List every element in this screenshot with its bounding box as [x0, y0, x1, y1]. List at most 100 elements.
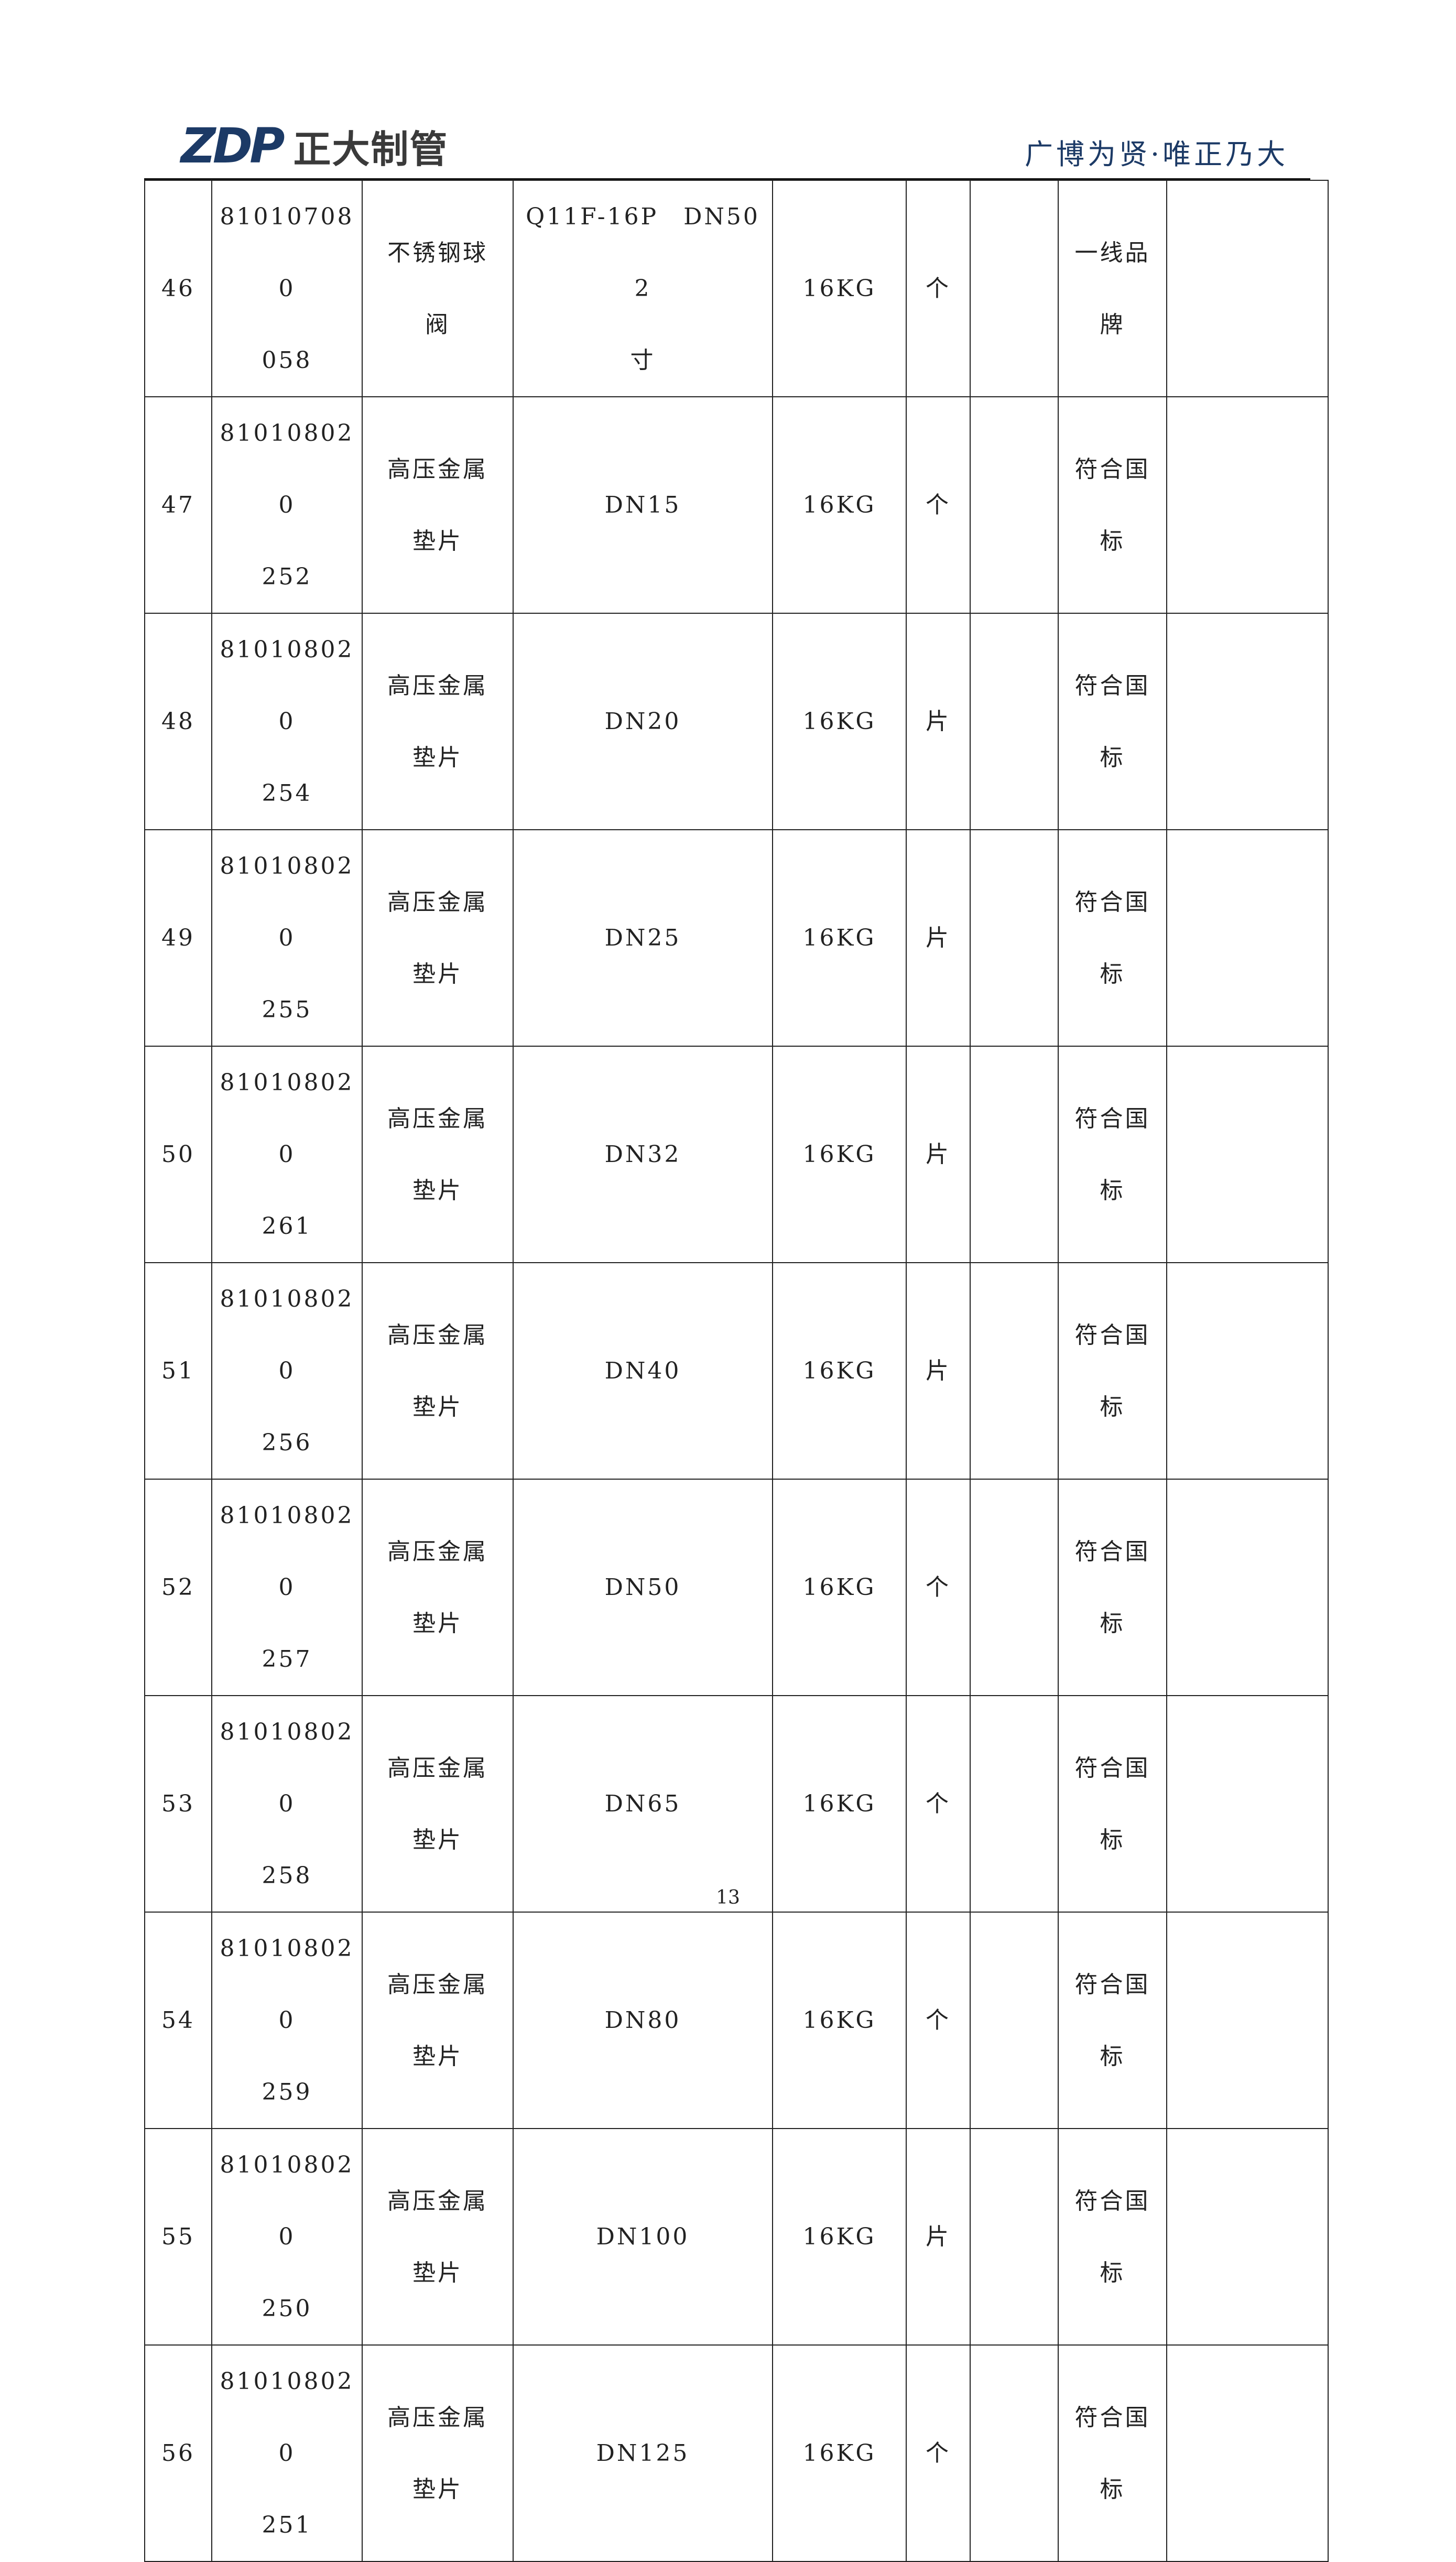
cell-code-line: 255: [262, 996, 312, 1023]
cell-spec: DN50: [513, 1479, 773, 1696]
cell-code-line: 257: [262, 1646, 312, 1673]
cell-remark-line: 标: [1100, 744, 1125, 771]
cell-remark-line: 标: [1100, 1826, 1125, 1853]
cell-remark-line: 牌: [1100, 311, 1125, 338]
cell-no: 47: [144, 396, 212, 614]
cell-code-line: 810108020: [220, 1069, 354, 1168]
cell-name-line: 高压金属: [387, 2187, 488, 2214]
cell-unit: 片: [906, 613, 971, 830]
cell-remark-line: 符合国: [1074, 1971, 1150, 1998]
cell-name-line: 高压金属: [387, 1105, 488, 1132]
cell-no: 56: [144, 2344, 212, 2562]
cell-note: [1166, 1262, 1329, 1480]
cell-name-line: 垫片: [412, 2259, 463, 2286]
cell-no: 49: [144, 829, 212, 1047]
table-row: 49 810108020 255 高压金属 垫片 DN25 16KG 片符合国标: [144, 829, 1329, 1047]
cell-qty: [970, 396, 1059, 614]
cell-note: [1166, 180, 1329, 397]
cell-no: 55: [144, 2128, 212, 2346]
cell-remark: 符合国标: [1058, 1912, 1167, 2129]
cell-name-line: 垫片: [412, 1610, 463, 1637]
logo-mark: ZDP: [181, 117, 285, 174]
cell-unit: 个: [906, 1695, 971, 1913]
cell-unit: 片: [906, 829, 971, 1047]
cell-spec: DN20: [513, 613, 773, 830]
cell-unit: 片: [906, 1046, 971, 1263]
cell-code-line: 810108020: [220, 2152, 354, 2250]
cell-name-line: 不锈钢球: [387, 239, 488, 266]
cell-no: 52: [144, 1479, 212, 1696]
cell-remark: 符合国标: [1058, 613, 1167, 830]
cell-remark: 符合国标: [1058, 396, 1167, 614]
cell-remark-line: 符合国: [1074, 2187, 1150, 2214]
cell-pressure: 16KG: [772, 1262, 907, 1480]
cell-spec: DN40: [513, 1262, 773, 1480]
cell-spec-line: DN32: [604, 1141, 681, 1168]
cell-note: [1166, 613, 1329, 830]
cell-code: 810107080 058: [211, 180, 363, 397]
cell-remark-line: 标: [1100, 527, 1125, 555]
cell-remark-line: 一线品: [1074, 239, 1150, 266]
cell-name: 不锈钢球阀: [362, 180, 514, 397]
cell-remark-line: 符合国: [1074, 888, 1150, 916]
table-row: 51 810108020 256 高压金属 垫片 DN40 16KG 片符合国标: [144, 1262, 1329, 1480]
cell-no: 48: [144, 613, 212, 830]
cell-code-line: 256: [262, 1429, 312, 1456]
cell-qty: [970, 2344, 1059, 2562]
cell-remark-line: 标: [1100, 960, 1125, 987]
cell-pressure: 16KG: [772, 2128, 907, 2346]
cell-qty: [970, 180, 1059, 397]
table-row: 46 810107080 058 不锈钢球阀 Q11F-16P DN50 2 寸 16KG 个…: [144, 180, 1329, 397]
cell-unit: 片: [906, 2128, 971, 2346]
cell-spec-line: DN20: [604, 708, 681, 735]
cell-pressure: 16KG: [772, 1046, 907, 1263]
cell-pressure: 16KG: [772, 180, 907, 397]
cell-no: 53: [144, 1695, 212, 1913]
page-number: 13: [716, 1887, 740, 1908]
cell-remark: 一线品牌: [1058, 180, 1167, 397]
cell-remark: 符合国标: [1058, 1695, 1167, 1913]
cell-pressure: 16KG: [772, 1912, 907, 2129]
cell-name-line: 垫片: [412, 1177, 463, 1204]
cell-qty: [970, 1912, 1059, 2129]
cell-code-line: 810108020: [220, 1502, 354, 1601]
cell-remark-line: 符合国: [1074, 672, 1150, 699]
cell-name-line: 高压金属: [387, 1538, 488, 1565]
cell-code: 810108020 251: [211, 2344, 363, 2562]
cell-remark-line: 符合国: [1074, 1538, 1150, 1565]
table-row: 52 810108020 257 高压金属 垫片 DN50 16KG 个符合国标: [144, 1479, 1329, 1696]
cell-unit: 个: [906, 1912, 971, 2129]
header-divider: [144, 178, 1310, 181]
cell-code-line: 251: [262, 2512, 312, 2538]
cell-qty: [970, 1262, 1059, 1480]
materials-table: 46 810107080 058 不锈钢球阀 Q11F-16P DN50 2 寸 16KG 个…: [144, 180, 1329, 2562]
cell-note: [1166, 1695, 1329, 1913]
cell-note: [1166, 2128, 1329, 2346]
cell-unit: 个: [906, 396, 971, 614]
cell-remark-line: 符合国: [1074, 1321, 1150, 1349]
cell-code-line: 250: [262, 2295, 312, 2322]
cell-spec-line: DN100: [596, 2223, 690, 2250]
cell-spec: DN15: [513, 396, 773, 614]
cell-name-line: 高压金属: [387, 455, 488, 483]
cell-code-line: 810107080: [220, 203, 354, 302]
cell-spec-line: DN15: [604, 492, 681, 518]
cell-no: 51: [144, 1262, 212, 1480]
cell-remark-line: 符合国: [1074, 2404, 1150, 2431]
cell-spec-line: Q11F-16P DN50 2: [526, 203, 760, 302]
cell-name: 高压金属 垫片: [362, 1695, 514, 1913]
cell-spec-line: DN80: [604, 2007, 681, 2034]
cell-remark-line: 符合国: [1074, 455, 1150, 483]
cell-name: 高压金属 垫片: [362, 1912, 514, 2129]
cell-note: [1166, 829, 1329, 1047]
cell-name: 高压金属 垫片: [362, 613, 514, 830]
cell-qty: [970, 829, 1059, 1047]
cell-remark-line: 标: [1100, 1610, 1125, 1637]
cell-name: 高压金属 垫片: [362, 829, 514, 1047]
cell-spec: DN65: [513, 1695, 773, 1913]
cell-code: 810108020 258: [211, 1695, 363, 1913]
cell-name: 高压金属 垫片: [362, 2344, 514, 2562]
cell-code-line: 810108020: [220, 1935, 354, 2034]
cell-name-line: 垫片: [412, 527, 463, 555]
cell-note: [1166, 1046, 1329, 1263]
